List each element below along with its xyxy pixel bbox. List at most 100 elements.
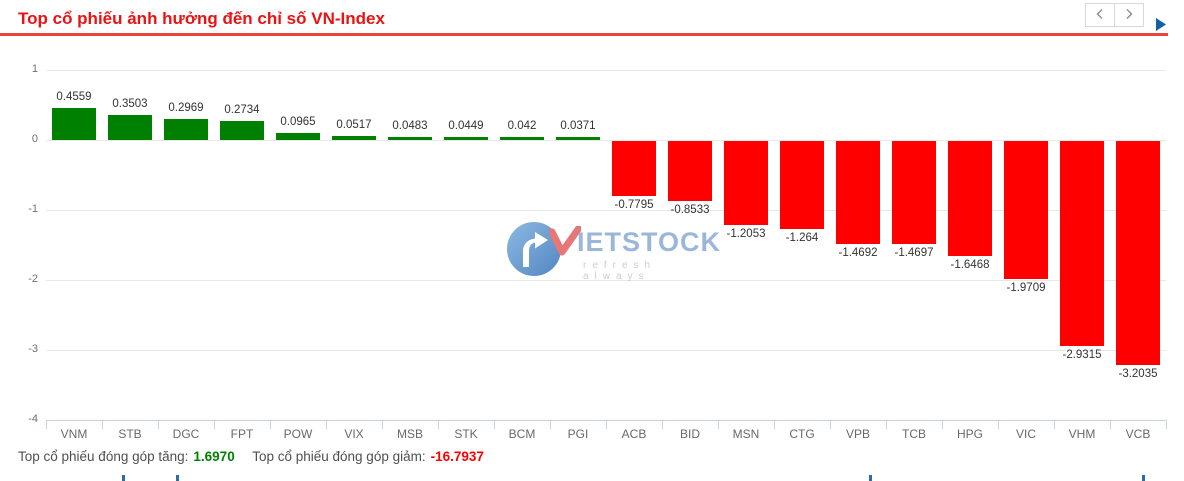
x-axis-category-label: STK bbox=[454, 427, 478, 441]
x-axis-category-label: CTG bbox=[789, 427, 815, 441]
gridline bbox=[46, 140, 1166, 141]
bar-value-label: 0.0965 bbox=[280, 116, 316, 129]
bar-MSB[interactable] bbox=[388, 136, 432, 140]
x-axis-category-label: MSB bbox=[396, 427, 423, 441]
gridline bbox=[46, 280, 1166, 281]
x-axis-category-label: MSN bbox=[732, 427, 760, 441]
x-axis-tick bbox=[158, 420, 159, 429]
bar-ACB[interactable] bbox=[612, 141, 656, 196]
bar-VPB[interactable] bbox=[836, 141, 880, 244]
vietstock-check-icon bbox=[548, 224, 583, 261]
bar-STB[interactable] bbox=[108, 115, 152, 140]
clipped-text-fragment bbox=[122, 475, 125, 481]
loss-total-value: -16.7937 bbox=[430, 449, 484, 464]
x-axis-tick bbox=[998, 420, 999, 429]
gridline bbox=[46, 350, 1166, 351]
clipped-text-fragment bbox=[869, 475, 872, 481]
bar-VIC[interactable] bbox=[1004, 141, 1048, 279]
bar-value-label: -1.2053 bbox=[726, 228, 766, 241]
y-axis-tick-label: -1 bbox=[28, 203, 38, 215]
x-axis-category-label: BID bbox=[679, 427, 700, 441]
bar-BID[interactable] bbox=[668, 141, 712, 201]
chart-pager bbox=[1085, 3, 1144, 27]
x-axis-tick bbox=[1110, 420, 1111, 429]
y-axis-tick-label: -2 bbox=[28, 273, 38, 285]
bar-BCM[interactable] bbox=[500, 137, 544, 140]
bar-value-label: -1.6468 bbox=[950, 259, 990, 272]
loss-total-label: Top cổ phiếu đóng góp giảm: bbox=[252, 449, 426, 464]
bar-FPT[interactable] bbox=[220, 120, 264, 140]
bar-value-label: 0.0483 bbox=[392, 119, 428, 132]
bar-value-label: -3.2035 bbox=[1118, 368, 1158, 381]
x-axis-category-label: VNM bbox=[60, 427, 88, 441]
x-axis-tick bbox=[1166, 420, 1167, 429]
bar-value-label: 0.2969 bbox=[168, 102, 204, 115]
x-axis-category-label: VPB bbox=[845, 427, 870, 441]
x-axis-tick bbox=[830, 420, 831, 429]
x-axis-tick bbox=[46, 420, 47, 429]
bar-value-label: -0.7795 bbox=[614, 198, 654, 211]
bar-HPG[interactable] bbox=[948, 141, 992, 257]
bar-VHM[interactable] bbox=[1060, 141, 1104, 347]
x-axis-tick bbox=[942, 420, 943, 429]
prev-button[interactable] bbox=[1085, 3, 1115, 27]
x-axis-tick bbox=[774, 420, 775, 429]
x-axis-category-label: VIC bbox=[1015, 427, 1036, 441]
vietstock-logo-icon bbox=[505, 220, 563, 283]
x-axis-category-label: STB bbox=[118, 427, 142, 441]
bar-value-label: 0.0371 bbox=[560, 120, 596, 133]
x-axis-category-label: FPT bbox=[230, 427, 254, 441]
bar-value-label: -0.8533 bbox=[670, 203, 710, 216]
bar-POW[interactable] bbox=[276, 133, 320, 140]
next-button[interactable] bbox=[1114, 3, 1144, 27]
bar-VCB[interactable] bbox=[1116, 141, 1160, 366]
gridline bbox=[46, 210, 1166, 211]
gridline bbox=[46, 70, 1166, 71]
bar-value-label: 0.3503 bbox=[112, 98, 148, 111]
x-axis-tick bbox=[550, 420, 551, 429]
x-axis-tick bbox=[662, 420, 663, 429]
bar-MSN[interactable] bbox=[724, 141, 768, 226]
y-axis-tick-label: 0 bbox=[31, 133, 38, 145]
bar-value-label: 0.2734 bbox=[224, 103, 260, 116]
clipped-text-fragment bbox=[176, 475, 179, 481]
gain-total-value: 1.6970 bbox=[193, 449, 235, 464]
gain-total-label: Top cổ phiếu đóng góp tăng: bbox=[18, 449, 189, 464]
x-axis-tick bbox=[326, 420, 327, 429]
x-axis-tick bbox=[438, 420, 439, 429]
y-axis-tick-label: -3 bbox=[28, 343, 38, 355]
chevron-right-icon bbox=[1124, 8, 1134, 23]
x-axis-tick bbox=[270, 420, 271, 429]
watermark-tagline: refresh always bbox=[583, 260, 657, 282]
x-axis-tick bbox=[494, 420, 495, 429]
bar-TCB[interactable] bbox=[892, 141, 936, 244]
bar-value-label: 0.0517 bbox=[336, 119, 372, 132]
play-triangle-icon[interactable] bbox=[1156, 18, 1166, 31]
x-axis-category-label: TCB bbox=[902, 427, 926, 441]
bar-PGI[interactable] bbox=[556, 137, 600, 140]
bar-value-label: -1.9709 bbox=[1006, 281, 1046, 294]
x-axis-category-label: VIX bbox=[344, 427, 364, 441]
x-axis-category-label: VCB bbox=[1125, 427, 1151, 441]
clipped-text-fragment bbox=[1142, 475, 1145, 481]
bar-VNM[interactable] bbox=[52, 108, 96, 140]
x-axis-tick bbox=[1054, 420, 1055, 429]
watermark-brand-text: IETSTOCK bbox=[577, 227, 722, 257]
x-axis-tick bbox=[606, 420, 607, 429]
x-axis-category-label: ACB bbox=[621, 427, 647, 441]
totals-row: Top cổ phiếu đóng góp tăng: 1.6970 Top cổ… bbox=[18, 449, 484, 464]
bar-value-label: -1.4692 bbox=[838, 246, 878, 259]
bar-DGC[interactable] bbox=[164, 119, 208, 140]
x-axis-category-label: POW bbox=[283, 427, 313, 441]
bar-value-label: 0.042 bbox=[507, 120, 537, 133]
bar-STK[interactable] bbox=[444, 136, 488, 140]
page-title: Top cổ phiếu ảnh hưởng đến chỉ số VN-Ind… bbox=[18, 9, 385, 28]
bar-CTG[interactable] bbox=[780, 141, 824, 230]
x-axis-tick bbox=[886, 420, 887, 429]
bar-value-label: -1.264 bbox=[785, 232, 819, 245]
x-axis-category-label: DGC bbox=[172, 427, 200, 441]
y-axis-tick-label: -4 bbox=[28, 413, 38, 425]
bar-VIX[interactable] bbox=[332, 136, 376, 140]
x-axis-tick bbox=[718, 420, 719, 429]
